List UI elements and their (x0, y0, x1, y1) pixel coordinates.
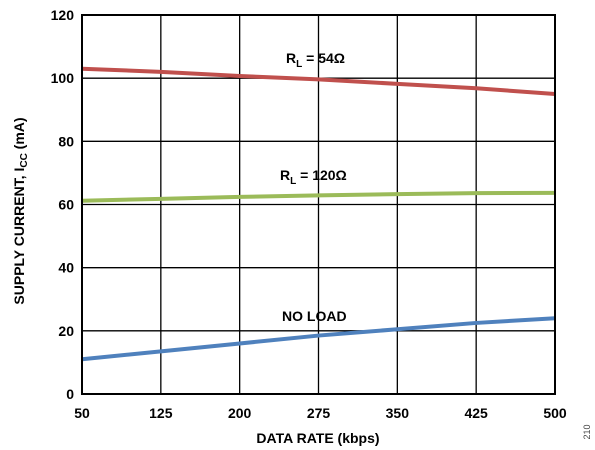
x-tick-label-6: 500 (543, 405, 567, 421)
y-axis-title: SUPPLY CURRENT, ICC (mA) (11, 117, 30, 304)
series-lines (81, 66, 556, 362)
y-tick-label-2: 40 (58, 260, 74, 276)
x-tick-labels: 50 125 200 275 350 425 500 (74, 405, 567, 421)
y-tick-label-6: 120 (51, 7, 75, 23)
y-tick-labels: 0 20 40 60 80 100 120 (51, 7, 75, 402)
series-line-0 (81, 66, 556, 96)
series-label-no-load: NO LOAD (282, 308, 347, 324)
y-tick-label-0: 0 (66, 386, 74, 402)
x-tick-label-3: 275 (307, 405, 331, 421)
plot-frame (81, 14, 556, 395)
x-tick-label-2: 200 (228, 405, 252, 421)
y-tick-label-3: 60 (58, 197, 74, 213)
series-label-rl120: RL = 120Ω (280, 167, 347, 187)
x-tick-label-5: 425 (464, 405, 488, 421)
y-tick-label-4: 80 (58, 133, 74, 149)
y-tick-label-1: 20 (58, 323, 74, 339)
series-label-rl54: RL = 54Ω (286, 50, 345, 70)
series-line-2 (81, 316, 556, 362)
x-tick-label-0: 50 (74, 405, 90, 421)
figure-id: 210 (582, 424, 592, 439)
x-axis-title: DATA RATE (kbps) (256, 430, 379, 446)
x-tick-label-1: 125 (149, 405, 173, 421)
y-tick-label-5: 100 (51, 70, 75, 86)
series-line-1 (81, 190, 556, 203)
x-tick-label-4: 350 (386, 405, 410, 421)
